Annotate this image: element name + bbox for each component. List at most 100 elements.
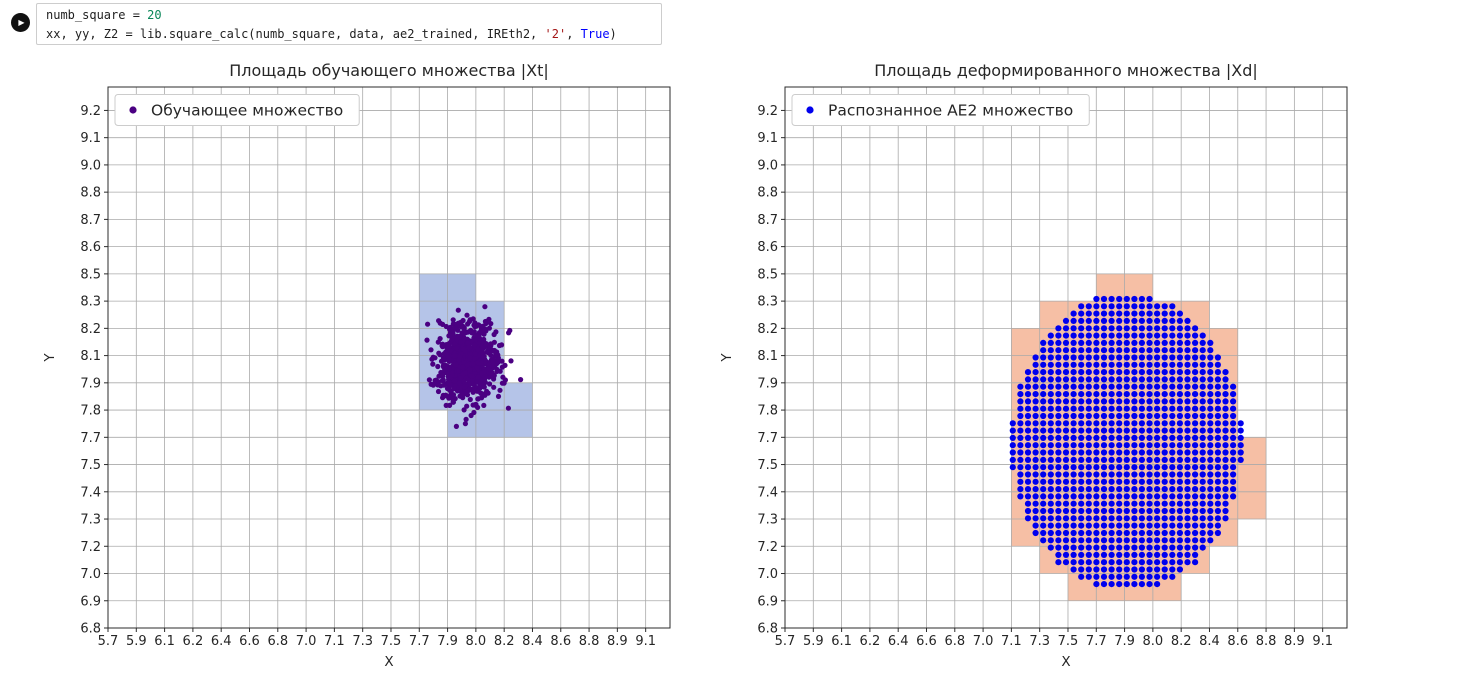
- x-tick-label: 7.0: [973, 634, 994, 649]
- code-token-plain: numb_square =: [46, 8, 148, 22]
- legend: Распознанное AE2 множество: [791, 94, 1090, 126]
- x-axis-label: X: [1061, 654, 1070, 670]
- y-tick-label: 8.6: [757, 240, 778, 255]
- x-tick-label: 7.7: [409, 634, 430, 649]
- y-tick-label: 7.5: [757, 458, 778, 473]
- x-tick-label: 6.8: [267, 634, 288, 649]
- y-tick-label: 9.0: [80, 158, 101, 173]
- x-tick-label: 8.0: [466, 634, 487, 649]
- x-tick-label: 9.1: [1312, 634, 1333, 649]
- axes-ticks: 5.76.85.96.96.17.06.27.26.47.36.67.46.87…: [80, 104, 656, 649]
- y-tick-label: 6.8: [80, 622, 101, 637]
- axes-ticks: 5.76.85.96.96.17.06.27.26.47.36.67.46.87…: [757, 104, 1333, 649]
- y-tick-label: 9.0: [757, 158, 778, 173]
- y-tick-label: 8.2: [757, 322, 778, 337]
- y-tick-label: 7.7: [757, 431, 778, 446]
- x-tick-label: 7.3: [1029, 634, 1050, 649]
- y-tick-label: 7.3: [80, 513, 101, 528]
- y-tick-label: 8.5: [80, 267, 101, 282]
- y-tick-label: 8.1: [80, 349, 101, 364]
- x-tick-label: 6.4: [888, 634, 909, 649]
- x-tick-label: 9.1: [635, 634, 656, 649]
- x-tick-label: 6.6: [916, 634, 937, 649]
- code-token-plain: ,: [566, 27, 581, 41]
- x-tick-label: 8.4: [1199, 634, 1220, 649]
- y-tick-label: 9.1: [80, 131, 101, 146]
- y-tick-label: 7.8: [757, 404, 778, 419]
- x-tick-label: 6.1: [831, 634, 852, 649]
- x-tick-label: 5.9: [803, 634, 824, 649]
- x-tick-label: 6.2: [860, 634, 881, 649]
- y-tick-label: 8.2: [80, 322, 101, 337]
- legend-box: [114, 94, 360, 126]
- code-line: xx, yy, Z2 = lib.square_calc(numb_square…: [46, 25, 661, 44]
- x-tick-label: 8.4: [522, 634, 543, 649]
- code-token-number: 20: [147, 8, 162, 22]
- y-tick-label: 7.9: [80, 376, 101, 391]
- legend-box: [791, 94, 1090, 126]
- y-tick-label: 9.1: [757, 131, 778, 146]
- code-token-string: '2': [544, 27, 567, 41]
- x-tick-label: 8.2: [1171, 634, 1192, 649]
- recognized-points: [1009, 295, 1244, 588]
- x-tick-label: 7.1: [324, 634, 345, 649]
- x-tick-label: 8.6: [1227, 634, 1248, 649]
- x-tick-label: 7.0: [296, 634, 317, 649]
- grid-lines: [107, 87, 670, 629]
- y-tick-label: 8.8: [80, 186, 101, 201]
- x-tick-label: 7.9: [1114, 634, 1135, 649]
- x-tick-label: 6.2: [183, 634, 204, 649]
- x-tick-label: 6.6: [239, 634, 260, 649]
- y-tick-label: 6.9: [757, 594, 778, 609]
- x-tick-label: 7.3: [352, 634, 373, 649]
- legend-label: Распознанное AE2 множество: [828, 102, 1073, 120]
- x-axis-label: X: [384, 654, 393, 670]
- plot-border: [784, 86, 1348, 629]
- y-tick-label: 7.9: [757, 376, 778, 391]
- training-points: [424, 304, 524, 429]
- legend-marker: [129, 106, 137, 114]
- code-editor[interactable]: numb_square = 20 xx, yy, Z2 = lib.square…: [36, 3, 662, 45]
- code-token-keyword: True: [580, 27, 610, 41]
- y-tick-label: 7.4: [80, 485, 101, 500]
- x-tick-label: 5.7: [98, 634, 119, 649]
- plot-title: Площадь деформированного множества |Xd|: [874, 61, 1258, 80]
- legend-label: Обучающее множество: [151, 102, 343, 120]
- y-tick-label: 7.0: [757, 567, 778, 582]
- x-tick-label: 5.9: [126, 634, 147, 649]
- run-cell-button[interactable]: ▶: [11, 13, 30, 32]
- y-tick-label: 7.5: [80, 458, 101, 473]
- y-tick-label: 7.0: [80, 567, 101, 582]
- y-tick-label: 6.8: [757, 622, 778, 637]
- x-tick-label: 7.7: [1086, 634, 1107, 649]
- code-token-plain: ): [609, 27, 617, 41]
- x-tick-label: 7.5: [1058, 634, 1079, 649]
- legend-marker: [806, 106, 814, 114]
- y-tick-label: 6.9: [80, 594, 101, 609]
- x-tick-label: 8.8: [1256, 634, 1277, 649]
- y-tick-label: 9.2: [757, 104, 778, 119]
- y-tick-label: 8.7: [80, 213, 101, 228]
- y-tick-label: 9.2: [80, 104, 101, 119]
- training-set-plot: 5.76.85.96.96.17.06.27.26.47.36.67.46.87…: [42, 61, 671, 670]
- x-tick-label: 8.9: [1284, 634, 1305, 649]
- plot-title: Площадь обучающего множества |Xt|: [229, 61, 549, 80]
- y-tick-label: 8.3: [80, 295, 101, 310]
- x-tick-label: 8.0: [1143, 634, 1164, 649]
- y-tick-label: 8.8: [757, 186, 778, 201]
- x-tick-label: 8.9: [607, 634, 628, 649]
- x-tick-label: 7.9: [437, 634, 458, 649]
- y-axis-label: Y: [42, 353, 58, 363]
- y-tick-label: 8.3: [757, 295, 778, 310]
- y-tick-label: 7.8: [80, 404, 101, 419]
- deformed-set-plot: 5.76.85.96.96.17.06.27.26.47.36.67.46.87…: [719, 61, 1348, 670]
- legend: Обучающее множество: [114, 94, 360, 126]
- y-tick-label: 7.3: [757, 513, 778, 528]
- x-tick-label: 7.5: [381, 634, 402, 649]
- x-tick-label: 8.8: [579, 634, 600, 649]
- y-tick-label: 7.2: [757, 540, 778, 555]
- code-token-plain: xx, yy, Z2 = lib.square_calc(numb_square…: [46, 27, 545, 41]
- y-tick-label: 8.5: [757, 267, 778, 282]
- y-tick-label: 8.7: [757, 213, 778, 228]
- x-tick-label: 6.4: [211, 634, 232, 649]
